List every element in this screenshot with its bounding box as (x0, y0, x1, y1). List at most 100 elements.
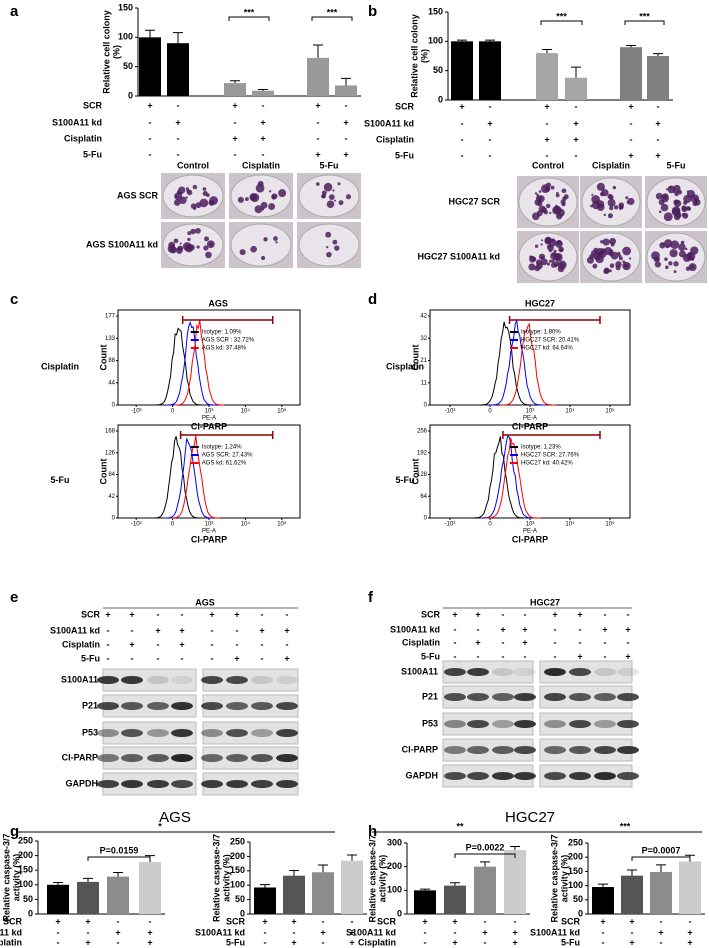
condition-sign: - (262, 149, 265, 159)
flow-histogram (154, 327, 204, 406)
condition-sign: - (689, 916, 692, 926)
colony-spot (548, 259, 553, 263)
condition-sign: + (315, 100, 320, 110)
condition-sign: - (262, 100, 265, 110)
colony-spot (560, 199, 566, 205)
blot-band (201, 676, 223, 684)
colony-spot (688, 263, 697, 272)
colony-spot (528, 263, 536, 271)
colony-spot (590, 204, 593, 208)
plate-header: 5-Fu (667, 160, 686, 170)
flow-frame (117, 309, 301, 406)
y-tick-label: 250 (230, 836, 245, 846)
condition-sign: - (157, 609, 160, 619)
colony-spot (325, 231, 332, 238)
colony-spot (538, 190, 542, 193)
error-bar (653, 53, 663, 56)
condition-sign: + (260, 117, 265, 127)
colony-spot (186, 189, 191, 194)
blot-band (492, 668, 514, 676)
flow-x-label: PE-A (202, 529, 216, 535)
blot-band (444, 693, 466, 701)
colony-spot (337, 182, 341, 186)
condition-sign: - (181, 609, 184, 619)
significance-mark: *** (620, 821, 631, 831)
condition-sign: + (577, 609, 582, 619)
flow-axis-label: Cl-PARP (191, 421, 227, 431)
colony-spot (178, 186, 186, 194)
y-tick-label: 50 (123, 61, 133, 71)
flow-y-label: Count (410, 345, 420, 371)
flow-x-tick-label: 10⁴ (565, 408, 575, 415)
blot-band (544, 720, 566, 728)
colony-spot (326, 200, 335, 208)
colony-spot (654, 261, 662, 268)
condition-sign: + (522, 637, 527, 647)
condition-sign: + (284, 625, 289, 635)
colony-spot (185, 196, 188, 199)
protein-label: GAPDH (65, 778, 98, 788)
flow-histogram (500, 322, 557, 406)
condition-label: S100A11 kd (52, 117, 102, 127)
condition-sign: - (264, 927, 267, 937)
colony-spot (608, 269, 612, 273)
condition-sign: - (107, 625, 110, 635)
flow-title: HGC27 (525, 298, 555, 308)
colony-spot (674, 199, 679, 204)
blot-band (444, 746, 466, 754)
colony-spot (195, 227, 201, 234)
blot-band (467, 746, 489, 754)
colony-spot (609, 263, 615, 268)
colony-spot (660, 203, 669, 212)
condition-sign: + (147, 937, 152, 947)
flow-x-tick-label: 10³ (205, 522, 214, 528)
error-bar (258, 89, 268, 91)
y-tick-label: 200 (230, 851, 245, 861)
condition-sign: + (179, 625, 184, 635)
blot-band (514, 668, 536, 676)
blot-band (569, 772, 591, 780)
error-bar (313, 44, 323, 58)
blot-band (226, 702, 248, 710)
p-value: P=0.0007 (642, 845, 681, 855)
y-tick-label: 100 (230, 880, 245, 890)
condition-sign: - (87, 927, 90, 937)
colony-spot (665, 244, 670, 249)
blot-band (121, 780, 143, 788)
colony-spot (590, 250, 597, 256)
legend-label: Isotype: 1.09% (202, 330, 242, 336)
colony-spot (671, 207, 681, 217)
condition-sign: + (343, 149, 348, 159)
bar (139, 862, 161, 914)
blot-band (276, 702, 298, 710)
colony-spot (540, 258, 548, 266)
error-bar (53, 881, 63, 885)
condition-sign: + (291, 916, 296, 926)
condition-sign: + (55, 916, 60, 926)
blot-band (444, 772, 466, 780)
condition-sign: - (602, 937, 605, 947)
condition-sign: + (544, 101, 549, 111)
significance-mark: *** (327, 7, 338, 17)
error-bar (230, 80, 240, 84)
flow-x-tick-label: 0 (488, 522, 492, 528)
legend-label: AGS SCR : 32.72% (202, 338, 255, 344)
plate-row-label: AGS S100A11 kd (86, 239, 158, 249)
colony-spot (659, 242, 666, 249)
colony-spot (202, 191, 208, 197)
blot-band (544, 668, 566, 676)
condition-sign: + (85, 916, 90, 926)
condition-sign: - (177, 133, 180, 143)
condition-sign: + (259, 625, 264, 635)
colony-spot (541, 239, 544, 242)
flow-x-tick-label: 10⁵ (277, 521, 287, 528)
flow-x-tick-label: 10⁴ (241, 521, 251, 528)
flow-x-tick-label: 0 (488, 409, 492, 415)
condition-label: SCR (226, 916, 246, 926)
bar (252, 90, 274, 96)
condition-label: SCR (377, 916, 397, 926)
p-bracket (631, 856, 691, 861)
colony-spot (553, 249, 557, 253)
colony-spot (546, 262, 550, 266)
protein-label: P21 (422, 691, 438, 701)
